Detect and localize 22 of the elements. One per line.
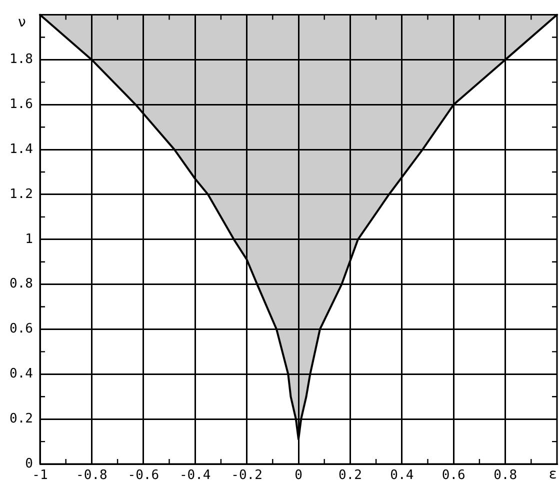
y-tick-label: 1 — [25, 232, 33, 247]
x-tick-label: 0.8 — [494, 468, 518, 484]
x-tick-label: 0 — [294, 468, 302, 484]
x-tick-label: 0.6 — [442, 468, 466, 484]
x-tick-label: -0.2 — [231, 468, 262, 484]
x-tick-label: -0.4 — [179, 468, 211, 484]
y-tick-label: 0.2 — [10, 411, 33, 426]
x-tick-label: -1 — [32, 468, 48, 484]
y-tick-label: 1.6 — [10, 97, 33, 112]
x-tick-label: -0.8 — [76, 468, 108, 484]
y-tick-label: 0.4 — [10, 366, 34, 382]
x-axis-title: ε — [548, 466, 557, 483]
x-tick-label: -0.6 — [128, 468, 160, 484]
y-tick-label: 0.8 — [10, 276, 33, 292]
y-tick-label: 1.4 — [10, 142, 34, 157]
x-tick-label: 0.4 — [390, 468, 414, 484]
y-tick-label: 0 — [25, 456, 33, 472]
x-tick-label: 0.2 — [338, 468, 362, 484]
y-tick-label: 0.6 — [10, 322, 33, 337]
y-tick-label: 1.8 — [10, 52, 33, 68]
y-tick-label: 1.2 — [10, 186, 33, 202]
y-axis-title: ν — [18, 14, 26, 30]
